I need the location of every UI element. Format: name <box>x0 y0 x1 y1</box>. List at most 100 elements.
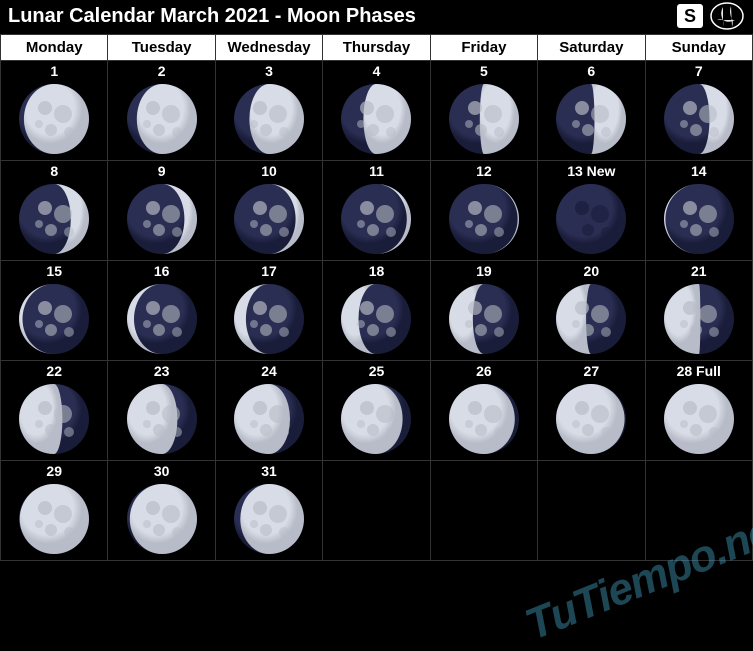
moon-phase-icon <box>431 81 537 157</box>
moon-phase-icon <box>216 281 322 357</box>
calendar-row: 22 <box>1 361 753 461</box>
calendar-cell: 4 <box>323 61 430 161</box>
date-label: 22 <box>1 361 107 381</box>
calendar-cell: 9 <box>108 161 215 261</box>
calendar-cell-empty <box>323 461 430 561</box>
date-label: 10 <box>216 161 322 181</box>
calendar-cell: 20 <box>538 261 645 361</box>
date-label: 28 Full <box>646 361 752 381</box>
moon-phase-icon <box>1 281 107 357</box>
calendar-cell: 31 <box>215 461 322 561</box>
moon-phase-icon <box>323 381 429 457</box>
hemisphere-badge: S <box>677 4 703 28</box>
date-label: 24 <box>216 361 322 381</box>
calendar-cell: 12 <box>430 161 537 261</box>
calendar-cell: 29 <box>1 461 108 561</box>
moon-phase-icon <box>216 381 322 457</box>
date-label: 25 <box>323 361 429 381</box>
date-label: 6 <box>538 61 644 81</box>
moon-phase-icon <box>431 281 537 357</box>
calendar-cell-empty <box>538 461 645 561</box>
date-label: 26 <box>431 361 537 381</box>
lunar-calendar-table: MondayTuesdayWednesdayThursdayFridaySatu… <box>0 34 753 561</box>
moon-phase-icon <box>646 381 752 457</box>
calendar-cell: 2 <box>108 61 215 161</box>
calendar-cell: 1 <box>1 61 108 161</box>
day-header-row: MondayTuesdayWednesdayThursdayFridaySatu… <box>1 35 753 61</box>
header-badges: S <box>677 2 745 30</box>
calendar-cell: 11 <box>323 161 430 261</box>
calendar-cell: 24 <box>215 361 322 461</box>
moon-phase-icon <box>108 181 214 257</box>
calendar-cell: 14 <box>645 161 752 261</box>
day-header: Monday <box>1 35 108 61</box>
calendar-cell: 21 <box>645 261 752 361</box>
calendar-cell: 25 <box>323 361 430 461</box>
calendar-row: 15 <box>1 261 753 361</box>
calendar-cell: 27 <box>538 361 645 461</box>
date-label: 8 <box>1 161 107 181</box>
calendar-cell: 18 <box>323 261 430 361</box>
date-label: 30 <box>108 461 214 481</box>
moon-phase-icon <box>1 381 107 457</box>
date-label: 3 <box>216 61 322 81</box>
date-label: 5 <box>431 61 537 81</box>
day-header: Saturday <box>538 35 645 61</box>
date-label: 16 <box>108 261 214 281</box>
date-label: 1 <box>1 61 107 81</box>
moon-phase-icon <box>108 81 214 157</box>
date-label: 23 <box>108 361 214 381</box>
moon-phase-icon <box>538 181 644 257</box>
moon-phase-icon <box>538 281 644 357</box>
date-label: 15 <box>1 261 107 281</box>
day-header: Thursday <box>323 35 430 61</box>
moon-phase-icon <box>1 181 107 257</box>
moon-phase-icon <box>646 181 752 257</box>
date-label: 4 <box>323 61 429 81</box>
moon-phase-icon <box>646 281 752 357</box>
calendar-row: 8 <box>1 161 753 261</box>
date-label: 7 <box>646 61 752 81</box>
moon-phase-icon <box>1 81 107 157</box>
date-label: 11 <box>323 161 429 181</box>
calendar-cell: 23 <box>108 361 215 461</box>
moon-phase-icon <box>108 281 214 357</box>
calendar-cell: 16 <box>108 261 215 361</box>
calendar-cell: 28 Full <box>645 361 752 461</box>
date-label: 14 <box>646 161 752 181</box>
moon-phase-icon <box>216 81 322 157</box>
calendar-cell: 26 <box>430 361 537 461</box>
moon-phase-icon <box>108 381 214 457</box>
moon-phase-icon <box>216 181 322 257</box>
date-label: 13 New <box>538 161 644 181</box>
page-header: Lunar Calendar March 2021 - Moon Phases … <box>0 0 753 34</box>
calendar-cell: 6 <box>538 61 645 161</box>
page-title: Lunar Calendar March 2021 - Moon Phases <box>8 5 416 28</box>
globe-icon <box>709 2 745 30</box>
moon-phase-icon <box>538 81 644 157</box>
day-header: Wednesday <box>215 35 322 61</box>
date-label: 17 <box>216 261 322 281</box>
day-header: Tuesday <box>108 35 215 61</box>
calendar-body: 1 <box>1 61 753 561</box>
day-header: Friday <box>430 35 537 61</box>
moon-phase-icon <box>323 281 429 357</box>
date-label: 19 <box>431 261 537 281</box>
moon-phase-icon <box>323 81 429 157</box>
date-label: 31 <box>216 461 322 481</box>
calendar-cell: 30 <box>108 461 215 561</box>
date-label: 12 <box>431 161 537 181</box>
calendar-cell: 7 <box>645 61 752 161</box>
moon-phase-icon <box>1 481 107 557</box>
day-header: Sunday <box>645 35 752 61</box>
calendar-cell: 13 New <box>538 161 645 261</box>
calendar-cell: 3 <box>215 61 322 161</box>
calendar-cell: 8 <box>1 161 108 261</box>
moon-phase-icon <box>538 381 644 457</box>
date-label: 29 <box>1 461 107 481</box>
moon-phase-icon <box>646 81 752 157</box>
calendar-cell: 17 <box>215 261 322 361</box>
calendar-row: 29 <box>1 461 753 561</box>
moon-phase-icon <box>108 481 214 557</box>
moon-phase-icon <box>431 381 537 457</box>
